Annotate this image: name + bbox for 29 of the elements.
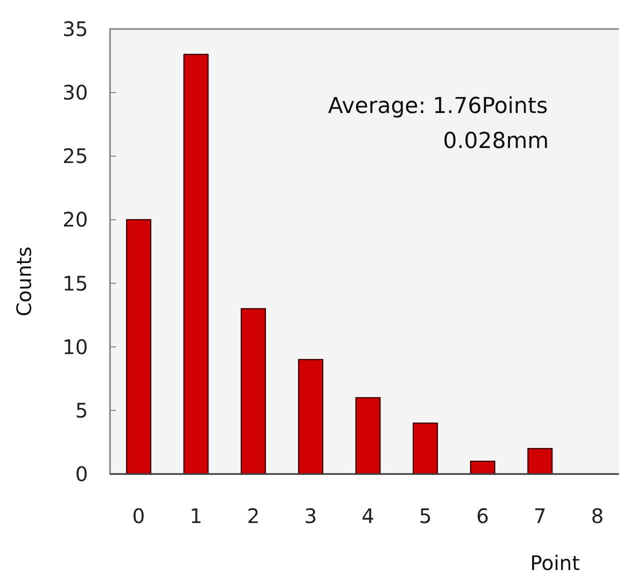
x-tick-label: 7 xyxy=(534,504,546,528)
x-tick-label: 2 xyxy=(246,504,260,528)
bar xyxy=(183,54,209,475)
x-tick-label: 0 xyxy=(132,504,146,528)
annotation: Average: 1.76Points xyxy=(328,94,548,119)
y-tick-label: 0 xyxy=(75,462,88,486)
y-tick-label: 35 xyxy=(62,17,88,41)
bar xyxy=(240,308,266,475)
bar xyxy=(298,358,324,475)
x-tick-label: 8 xyxy=(590,504,604,528)
x-tick-label: 5 xyxy=(418,504,432,528)
y-tick-label: 30 xyxy=(62,80,88,105)
y-tick-label: 25 xyxy=(62,144,88,168)
bar xyxy=(126,219,152,475)
x-tick-label: 1 xyxy=(190,504,202,528)
x-tick-label: 3 xyxy=(304,504,318,528)
y-tick-label: 20 xyxy=(62,208,88,232)
x-tick-label: 4 xyxy=(362,504,374,528)
bar xyxy=(355,397,381,475)
x-axis-title: Point xyxy=(530,551,580,573)
y-tick-label: 10 xyxy=(62,334,88,359)
y-axis-title: Counts xyxy=(12,246,36,316)
bar xyxy=(527,448,553,475)
bar xyxy=(470,460,496,475)
x-tick-label: 6 xyxy=(476,504,490,528)
annotation: 0.028mm xyxy=(443,129,549,154)
bar xyxy=(412,422,438,475)
y-tick-label: 15 xyxy=(62,271,88,296)
y-tick-label: 5 xyxy=(75,398,88,422)
